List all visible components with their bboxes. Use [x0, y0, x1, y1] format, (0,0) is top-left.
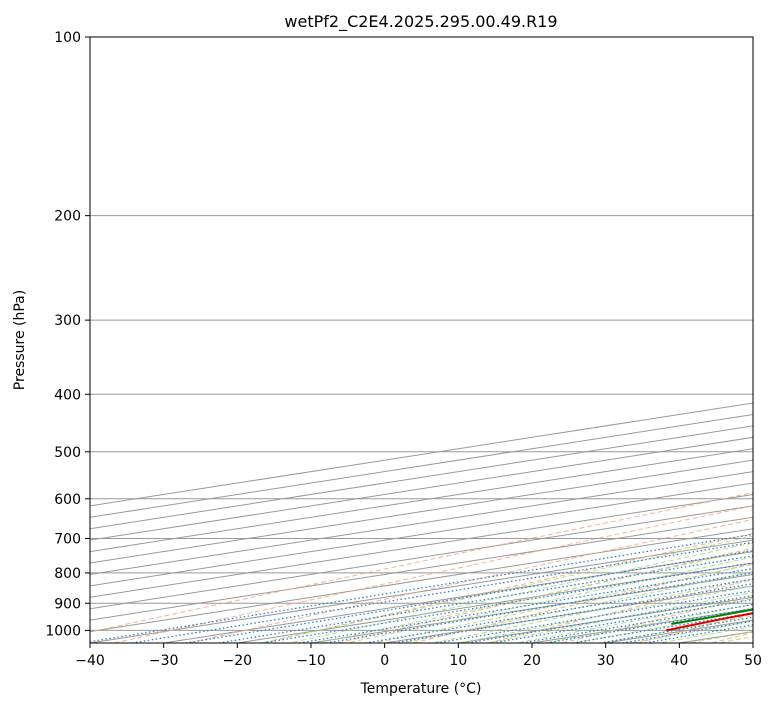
mixing-ratio-line-10: [467, 594, 753, 643]
x-tick-label-1: −30: [149, 653, 179, 669]
x-tick-label-9: 50: [744, 653, 762, 669]
mixing-ratio-line-2: [185, 549, 753, 643]
isotherm--90: [90, 482, 753, 587]
isotherm-20: [531, 608, 753, 643]
isotherm--70: [90, 505, 753, 610]
moist-adiabat-40: [686, 631, 753, 643]
dry-adiabat-30: [636, 613, 753, 643]
moist-adiabat-0: [400, 571, 753, 643]
isotherm-0: [384, 585, 753, 643]
background-lines: [90, 37, 753, 643]
y-tick-label-6: 700: [54, 532, 81, 548]
x-tick-label-5: 10: [449, 653, 467, 669]
chart-title: wetPf2_C2E4.2025.295.00.49.R19: [284, 12, 557, 32]
mixing-ratio-line-8: [394, 583, 753, 643]
y-axis-label: Pressure (hPa): [12, 290, 28, 390]
moist-adiabat--8: [343, 556, 753, 643]
x-tick-label-3: −10: [296, 653, 326, 669]
isotherm-10: [458, 596, 753, 643]
moist-adiabat-4: [428, 578, 753, 643]
isotherm--150: [90, 413, 753, 518]
y-tick-label-9: 1000: [45, 623, 81, 639]
isotherm--20: [237, 562, 753, 643]
moist-adiabat-32: [628, 620, 753, 643]
y-tick-label-4: 500: [54, 445, 81, 461]
dry-adiabat--30: [188, 518, 753, 643]
y-tick-label-1: 200: [54, 209, 81, 225]
y-tick-label-2: 300: [54, 313, 81, 329]
x-tick-label-8: 40: [670, 653, 688, 669]
dry-adiabat--50: [90, 492, 753, 633]
x-tick-label-0: −40: [75, 653, 105, 669]
x-tick-label-4: 0: [380, 653, 389, 669]
moist-adiabat--12: [315, 549, 753, 643]
isotherm--140: [90, 425, 753, 530]
y-tick-label-0: 100: [54, 30, 81, 46]
mixing-ratio-line-9: [436, 589, 753, 643]
moist-adiabat--4: [372, 563, 753, 643]
dewpoint-line: [671, 608, 753, 625]
isotherm--30: [163, 551, 753, 643]
y-tick-label-5: 600: [54, 492, 81, 508]
isotherm--40: [90, 539, 753, 643]
x-ticks: −40 −30 −20 −10 0 10 20 30 40 50: [75, 643, 762, 669]
isotherm--120: [90, 448, 753, 553]
isotherm--130: [90, 436, 753, 541]
isotherm-50: [752, 642, 753, 643]
y-tick-label-8: 900: [54, 596, 81, 612]
y-ticks: 100 200 300 400 500 600 700 800 900 1000: [45, 30, 90, 639]
isotherm--160: [90, 402, 753, 507]
isotherm--100: [90, 471, 753, 575]
x-tick-label-7: 30: [597, 653, 615, 669]
x-tick-label-2: −20: [223, 653, 253, 669]
x-axis-label: Temperature (°C): [360, 681, 482, 697]
isotherm--80: [90, 493, 753, 598]
isotherm--110: [90, 459, 753, 564]
plot-frame: [89, 36, 754, 644]
moist-adiabat-16: [513, 598, 753, 643]
moist-adiabat--20: [257, 535, 753, 643]
mixing-ratio-line-13: [546, 607, 753, 643]
temperature-line: [665, 612, 753, 632]
y-tick-label-7: 800: [54, 566, 81, 582]
moist-adiabat--16: [286, 542, 753, 643]
dry-adiabat-0: [412, 563, 753, 643]
moist-adiabat-8: [457, 585, 753, 643]
isotherm--50: [90, 528, 753, 633]
moist-adiabat-12: [485, 591, 753, 643]
profile-lines: [665, 608, 753, 632]
isotherm--60: [90, 516, 753, 621]
mixing-ratio-line-7: [365, 578, 753, 643]
y-tick-label-3: 400: [54, 387, 81, 403]
dry-adiabat--20: [263, 533, 753, 643]
x-tick-label-6: 20: [523, 653, 541, 669]
